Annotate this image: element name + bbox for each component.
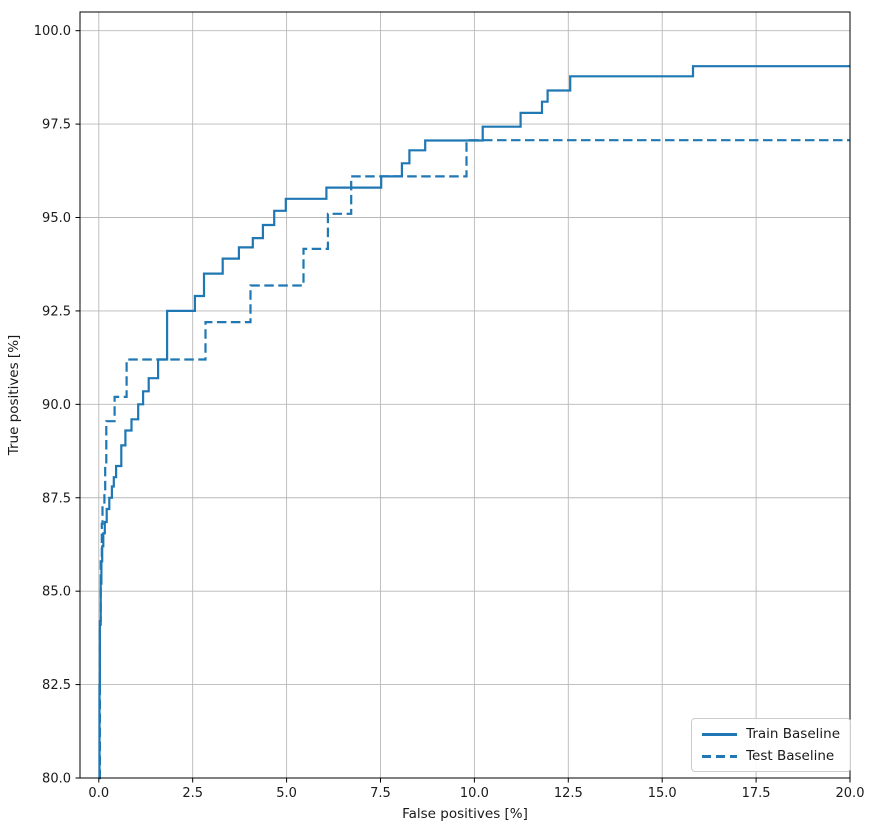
x-axis-label: False positives [%] [402,806,528,822]
y-tick-label: 92.5 [42,304,71,319]
legend-label-train-baseline: Train Baseline [746,726,840,742]
x-tick-label: 0.0 [88,786,109,801]
y-tick-label: 85.0 [42,585,71,600]
test-baseline-line-sample [702,754,738,758]
x-tick-label: 12.5 [554,786,583,801]
test-baseline-line [98,139,850,780]
x-tick-label: 15.0 [648,786,677,801]
y-tick-label: 90.0 [42,398,71,413]
train-baseline-line-sample [702,732,738,736]
legend-item-test-baseline: Test Baseline [702,748,840,764]
y-tick-label: 87.5 [42,491,71,506]
y-tick-label: 100.0 [34,24,71,39]
legend-item-train-baseline: Train Baseline [702,726,840,742]
y-tick-label: 80.0 [42,772,71,787]
y-tick-label: 82.5 [42,678,71,693]
y-tick-label: 95.0 [42,211,71,226]
x-tick-label: 7.5 [370,786,391,801]
legend-label-test-baseline: Test Baseline [746,748,835,764]
train-baseline-line [98,65,850,780]
x-tick-label: 2.5 [182,786,203,801]
x-tick-label: 17.5 [742,786,771,801]
y-tick-label: 97.5 [42,118,71,133]
axes-spine [79,11,851,779]
x-tick-label: 20.0 [836,786,865,801]
legend: Train Baseline Test Baseline [691,718,851,772]
x-tick-label: 5.0 [276,786,297,801]
x-tick-label: 10.0 [460,786,489,801]
y-axis-label: True positives [%] [6,334,22,456]
